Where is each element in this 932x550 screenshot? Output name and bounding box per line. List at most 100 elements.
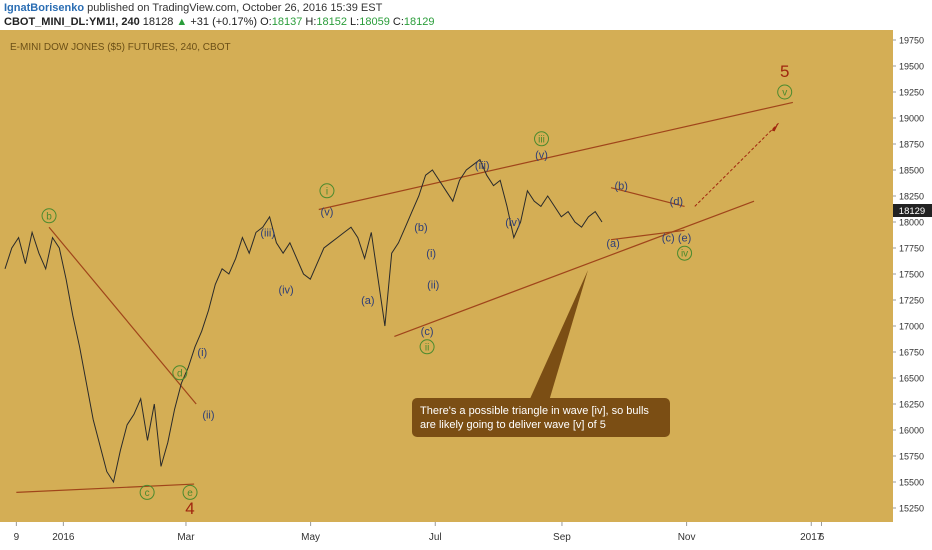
wave-label: (iv) bbox=[278, 285, 293, 297]
y-tick-label: 18750 bbox=[899, 140, 924, 150]
wave-label: iv bbox=[681, 249, 688, 260]
wave-circle bbox=[677, 245, 693, 261]
wave-label: (iii) bbox=[260, 227, 275, 239]
wave-degree-label: 5 bbox=[780, 62, 789, 81]
y-tick-label: 19750 bbox=[899, 36, 924, 46]
wave-label: ii bbox=[425, 342, 429, 353]
x-tick-label: Nov bbox=[678, 532, 696, 543]
trendline[interactable] bbox=[610, 187, 685, 207]
wave-label: iii bbox=[538, 134, 545, 145]
y-tick-label: 18500 bbox=[899, 166, 924, 176]
wave-label: (iv) bbox=[505, 217, 520, 229]
last-price: 18128 bbox=[142, 16, 174, 28]
y-tick-label: 18250 bbox=[899, 192, 924, 202]
low-label: L: bbox=[350, 16, 360, 28]
price-tag-box bbox=[893, 204, 932, 217]
x-tick-label: Jul bbox=[429, 532, 442, 543]
time-axis[interactable] bbox=[0, 522, 893, 550]
wave-circle bbox=[777, 84, 793, 100]
wave-label: d bbox=[177, 368, 183, 379]
y-tick-label: 17500 bbox=[899, 270, 924, 280]
wave-label: b bbox=[46, 211, 52, 222]
x-tick-label: 2017 bbox=[800, 532, 823, 543]
y-tick-label: 15750 bbox=[899, 452, 924, 462]
wave-label: (i) bbox=[197, 347, 207, 359]
price-axis[interactable] bbox=[893, 30, 932, 550]
x-tick-label: Sep bbox=[553, 532, 571, 543]
x-tick-label: May bbox=[301, 532, 320, 543]
open-label: O: bbox=[260, 16, 272, 28]
wave-degree-label: 4 bbox=[185, 499, 194, 518]
wave-label: (i) bbox=[426, 248, 436, 260]
author-name[interactable]: IgnatBorisenko bbox=[4, 2, 85, 14]
price-chart[interactable]: E-MINI DOW JONES ($5) FUTURES, 240, CBOT… bbox=[0, 30, 932, 550]
wave-label: (e) bbox=[678, 233, 691, 245]
wave-circle bbox=[182, 484, 198, 500]
trendlines bbox=[16, 101, 794, 493]
y-tick-label: 17250 bbox=[899, 296, 924, 306]
high-value: 18152 bbox=[316, 16, 347, 28]
wave-label: (c) bbox=[421, 326, 434, 338]
wave-label: v bbox=[782, 88, 787, 99]
y-tick-label: 16000 bbox=[899, 426, 924, 436]
annotation-line: are likely going to deliver wave [v] of … bbox=[420, 419, 606, 431]
y-tick-label: 19250 bbox=[899, 88, 924, 98]
publish-line: IgnatBorisenko published on TradingView.… bbox=[4, 2, 382, 14]
wave-labels: b c d e4 (i) (ii) (iii) (iv) (v) i (a) (b) (i) (ii) (c… bbox=[41, 62, 793, 518]
close-value: 18129 bbox=[403, 16, 435, 28]
wave-label: i bbox=[326, 186, 328, 197]
callout-pointer bbox=[529, 270, 588, 401]
symbol-label: CBOT_MINI_DL:YM1!, 240 bbox=[4, 16, 140, 28]
wave-label: (ii) bbox=[202, 409, 214, 421]
wave-label: c bbox=[145, 488, 150, 499]
close-label: C: bbox=[392, 16, 404, 28]
wave-label: (d) bbox=[670, 196, 683, 208]
price-tag-text: 18129 bbox=[899, 206, 925, 217]
annotation-line: There's a possible triangle in wave [iv]… bbox=[420, 405, 649, 417]
current-price-tag: 18129 bbox=[893, 204, 932, 217]
y-tick-label: 19500 bbox=[899, 62, 924, 72]
trendline[interactable] bbox=[318, 101, 794, 211]
wave-label: (b) bbox=[614, 181, 627, 193]
wave-circle bbox=[534, 131, 550, 147]
y-tick-label: 16250 bbox=[899, 400, 924, 410]
annotation-callout: There's a possible triangle in wave [iv]… bbox=[412, 270, 670, 437]
y-tick-label: 18000 bbox=[899, 218, 924, 228]
plot-area[interactable] bbox=[0, 30, 893, 522]
published-text: published on TradingView.com, October 26… bbox=[87, 2, 383, 14]
trendline[interactable] bbox=[394, 200, 755, 337]
wave-circle bbox=[139, 484, 155, 500]
wave-label: (a) bbox=[361, 295, 374, 307]
x-tick-label: 9 bbox=[14, 532, 20, 543]
open-value: 18137 bbox=[271, 16, 303, 28]
trendline[interactable] bbox=[16, 483, 195, 493]
y-tick-label: 17000 bbox=[899, 322, 924, 332]
callout-box bbox=[412, 398, 670, 437]
wave-circle bbox=[41, 208, 57, 224]
y-tick-label: 16750 bbox=[899, 348, 924, 358]
trendline[interactable] bbox=[610, 229, 685, 241]
y-tick-label: 19000 bbox=[899, 114, 924, 124]
trendline[interactable] bbox=[48, 226, 197, 405]
y-tick-labels: 19750 19500 19250 19000 18750 18500 18250 18000… bbox=[893, 36, 924, 514]
chart-header: IgnatBorisenko published on TradingView.… bbox=[0, 0, 932, 30]
wave-label: (v) bbox=[535, 149, 548, 161]
wave-label: (v) bbox=[321, 207, 334, 219]
wave-circle bbox=[419, 339, 435, 355]
wave-label: e bbox=[187, 488, 193, 499]
y-tick-label: 16500 bbox=[899, 374, 924, 384]
wave-circle bbox=[172, 365, 188, 381]
price-series-line bbox=[4, 158, 603, 484]
y-tick-label: 17750 bbox=[899, 244, 924, 254]
chart-title: E-MINI DOW JONES ($5) FUTURES, 240, CBOT bbox=[10, 42, 231, 53]
x-tick-label: 2016 bbox=[52, 532, 75, 543]
wave-label: (c) bbox=[662, 233, 675, 245]
annotation-text: There's a possible triangle in wave [iv]… bbox=[420, 405, 649, 431]
low-value: 18059 bbox=[359, 16, 390, 28]
wave-circle bbox=[319, 183, 335, 199]
wave-label: (a) bbox=[606, 238, 619, 250]
y-tick-label: 15250 bbox=[899, 504, 924, 514]
ohlc-line: CBOT_MINI_DL:YM1!, 240 18128 ▲ +31 (+0.1… bbox=[4, 16, 434, 28]
y-tick-label: 15500 bbox=[899, 478, 924, 488]
